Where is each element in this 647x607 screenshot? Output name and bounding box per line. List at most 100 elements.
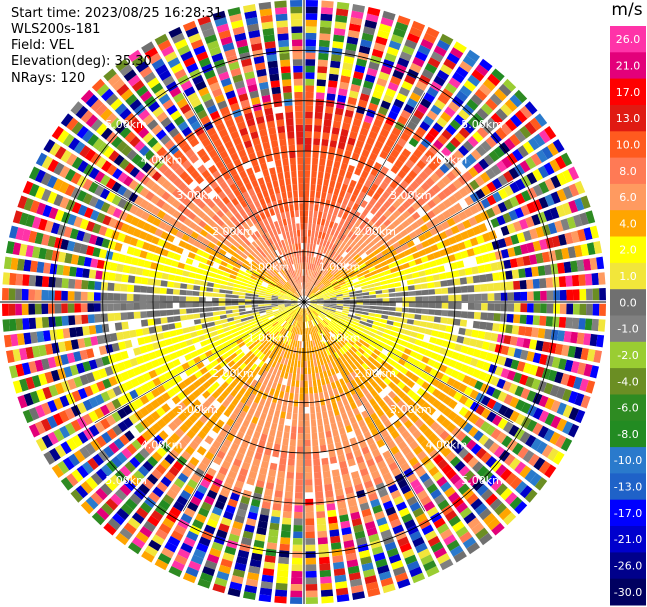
velocity-gate xyxy=(497,238,507,249)
velocity-gate xyxy=(392,254,400,262)
velocity-gate xyxy=(331,236,337,244)
velocity-gate xyxy=(325,199,331,207)
velocity-gate xyxy=(309,276,312,284)
velocity-gate xyxy=(95,270,103,280)
velocity-gate xyxy=(248,443,257,452)
velocity-gate xyxy=(450,225,460,235)
velocity-gate xyxy=(406,473,418,484)
velocity-gate xyxy=(317,178,323,186)
velocity-gate xyxy=(352,243,360,251)
velocity-gate xyxy=(87,303,95,312)
velocity-gate xyxy=(325,348,331,356)
velocity-gate xyxy=(321,320,328,327)
velocity-gate xyxy=(316,304,324,307)
velocity-gate xyxy=(498,83,512,97)
velocity-gate xyxy=(510,114,523,128)
velocity-gate xyxy=(2,303,9,316)
velocity-gate xyxy=(506,439,518,452)
velocity-gate xyxy=(361,86,372,96)
velocity-gate xyxy=(343,116,353,125)
velocity-gate xyxy=(314,484,323,493)
velocity-gate xyxy=(537,165,549,179)
velocity-gate xyxy=(394,435,404,445)
velocity-gate xyxy=(372,338,380,345)
velocity-gate xyxy=(133,303,140,310)
velocity-gate xyxy=(424,246,433,255)
velocity-gate xyxy=(316,297,324,300)
velocity-gate xyxy=(353,343,360,350)
velocity-gate xyxy=(312,439,319,447)
velocity-gate xyxy=(314,264,318,272)
velocity-gate xyxy=(342,308,350,312)
velocity-gate xyxy=(288,372,293,380)
velocity-gate xyxy=(351,443,360,452)
velocity-gate xyxy=(354,236,361,244)
velocity-gate xyxy=(179,302,186,308)
velocity-gate xyxy=(315,191,321,199)
velocity-gate xyxy=(310,303,317,306)
velocity-gate xyxy=(495,483,508,496)
velocity-gate xyxy=(254,452,263,461)
velocity-gate xyxy=(365,203,373,212)
velocity-gate xyxy=(535,226,545,238)
velocity-gate xyxy=(275,483,284,492)
velocity-gate xyxy=(426,483,438,494)
velocity-gate xyxy=(568,166,580,181)
velocity-gate xyxy=(364,416,373,425)
velocity-gate xyxy=(498,323,507,333)
velocity-gate xyxy=(347,410,354,419)
velocity-gate xyxy=(379,181,389,190)
velocity-gate xyxy=(15,273,24,286)
velocity-gate xyxy=(431,330,439,337)
velocity-gate xyxy=(307,314,310,321)
velocity-gate xyxy=(48,290,55,301)
velocity-gate xyxy=(312,257,316,264)
velocity-gate xyxy=(362,305,370,309)
velocity-gate xyxy=(340,314,348,319)
velocity-gate xyxy=(445,271,453,279)
velocity-gate xyxy=(492,191,503,203)
velocity-gate xyxy=(61,303,68,314)
velocity-gate xyxy=(308,216,313,224)
velocity-gate xyxy=(113,293,121,301)
velocity-gate xyxy=(314,111,323,120)
velocity-gate xyxy=(172,309,180,315)
velocity-gate xyxy=(491,178,503,190)
velocity-gate xyxy=(334,107,344,116)
velocity-gate xyxy=(286,352,291,359)
velocity-gate xyxy=(174,275,182,282)
velocity-gate xyxy=(318,431,325,439)
velocity-gate xyxy=(440,481,452,493)
velocity-gate xyxy=(315,292,322,296)
velocity-gate xyxy=(496,215,506,226)
velocity-gate xyxy=(330,300,337,302)
velocity-gate xyxy=(507,346,516,357)
velocity-gate xyxy=(340,162,348,171)
velocity-gate xyxy=(377,134,387,144)
velocity-gate xyxy=(437,331,446,339)
velocity-gate xyxy=(379,276,387,282)
velocity-gate xyxy=(475,144,487,157)
velocity-gate xyxy=(436,354,445,363)
velocity-gate xyxy=(340,75,351,84)
velocity-gate xyxy=(562,169,574,183)
velocity-gate xyxy=(305,13,318,20)
velocity-gate xyxy=(432,156,443,167)
velocity-gate xyxy=(313,210,318,218)
velocity-gate xyxy=(318,345,323,352)
velocity-gate xyxy=(290,346,295,354)
velocity-gate xyxy=(218,298,226,302)
velocity-gate xyxy=(373,317,381,322)
velocity-gate xyxy=(260,460,269,469)
velocity-gate xyxy=(351,422,360,431)
velocity-gate xyxy=(354,530,366,540)
velocity-gate xyxy=(390,430,400,440)
velocity-gate xyxy=(328,249,334,257)
velocity-gate xyxy=(350,379,358,387)
velocity-gate xyxy=(475,188,486,200)
velocity-gate xyxy=(305,308,307,315)
velocity-gate xyxy=(340,241,347,249)
velocity-gate xyxy=(556,172,568,186)
velocity-gate xyxy=(204,265,212,271)
velocity-gate xyxy=(425,417,435,427)
